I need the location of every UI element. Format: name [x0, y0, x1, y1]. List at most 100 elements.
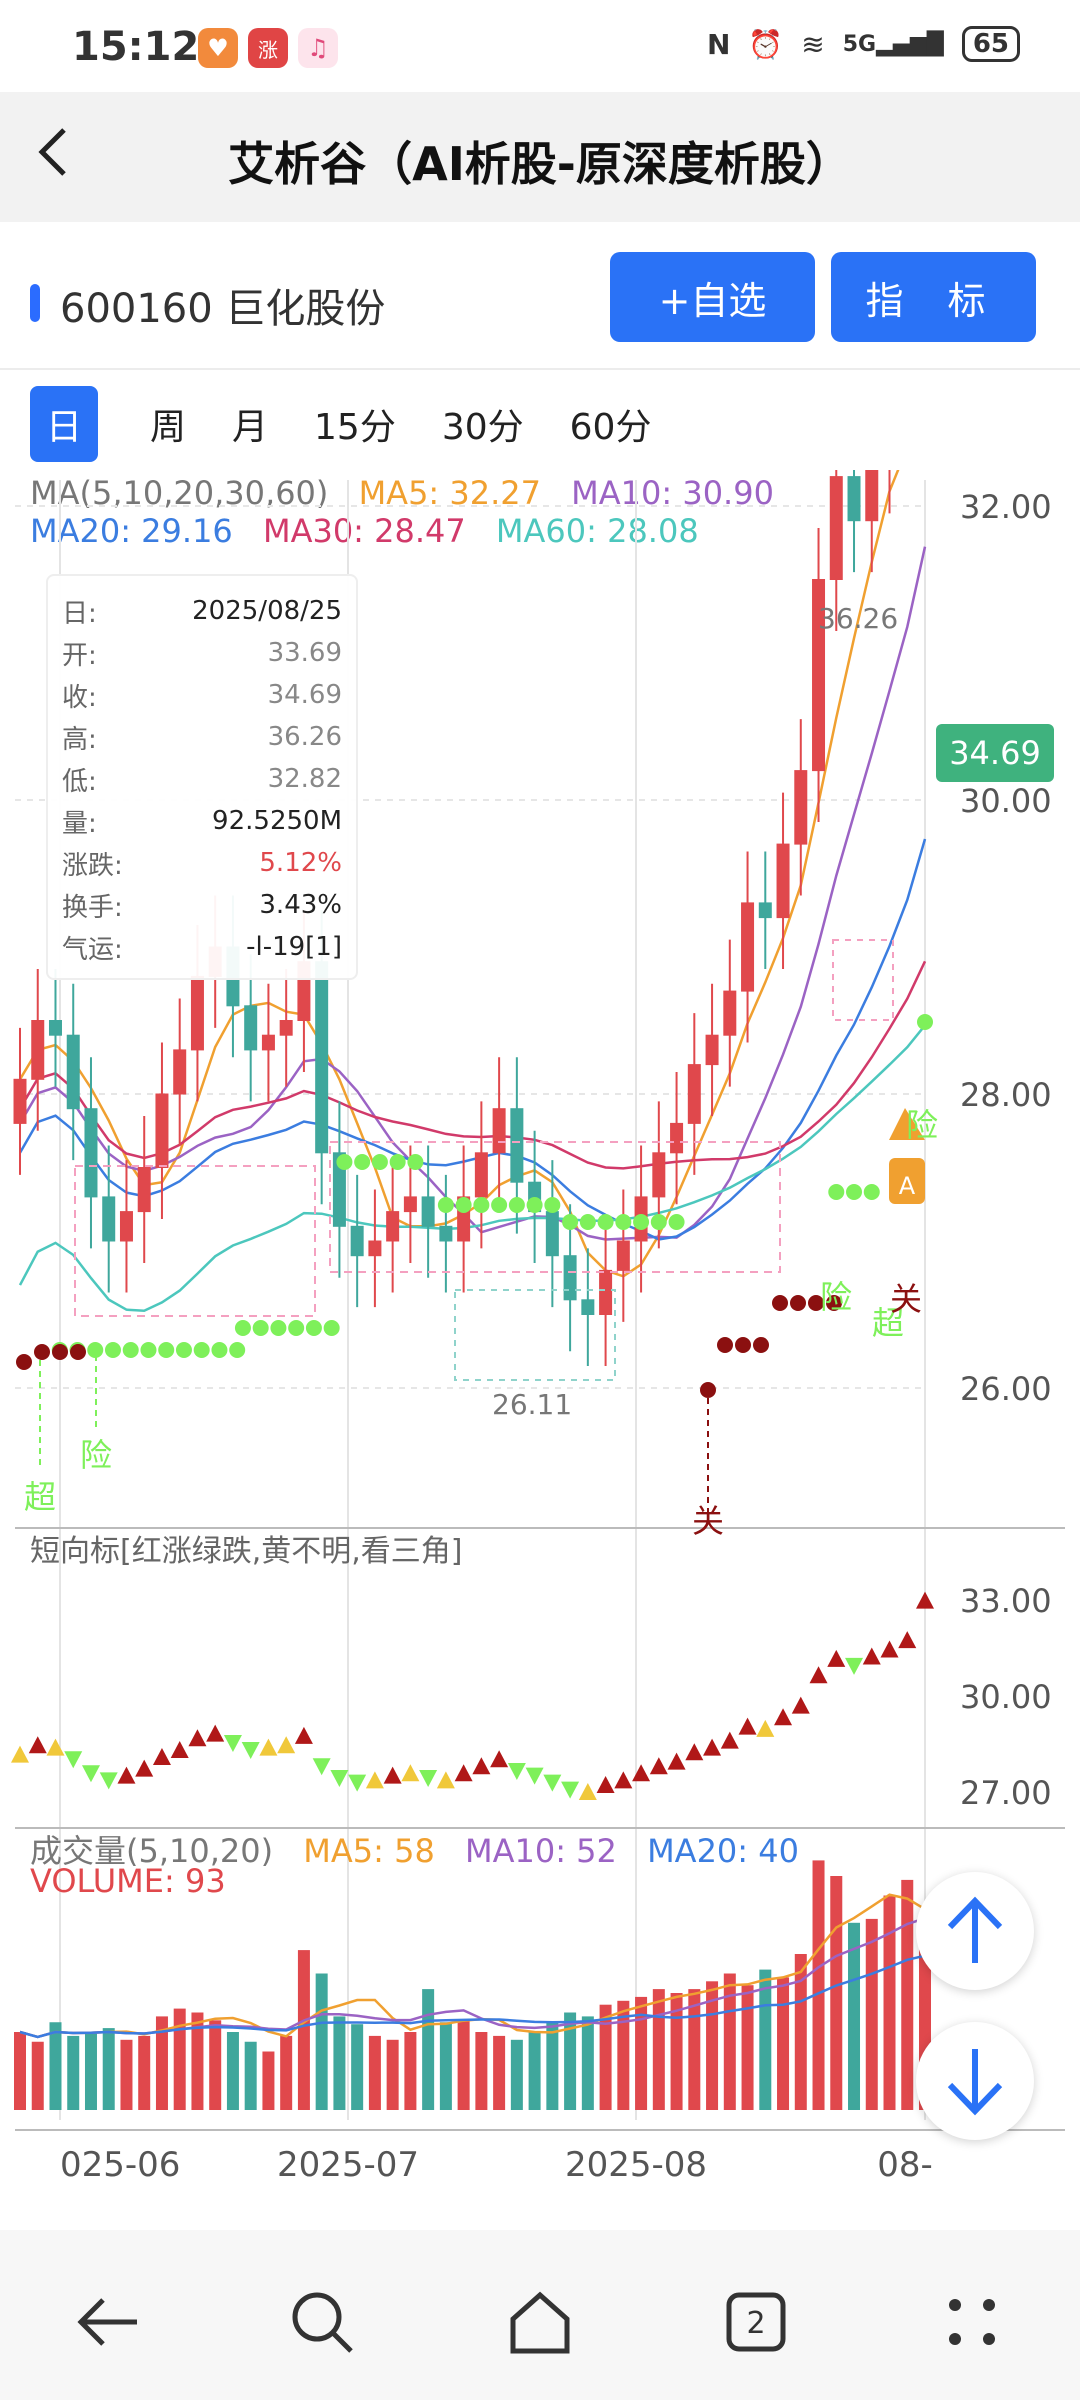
volume-legend-row1: 成交量(5,10,20) MA5: 58 MA10: 52 MA20: 40: [30, 1826, 819, 1872]
tooltip-high: 36.26: [267, 722, 342, 752]
tooltip-change: 5.12%: [259, 848, 342, 878]
short-indicator-triangle: [578, 1783, 597, 1800]
signal-dot-dark: [826, 1295, 842, 1311]
volume-bar: [138, 2035, 151, 2110]
tooltip-high-key: 高:: [62, 724, 97, 755]
volume-bars: [14, 1860, 931, 2110]
low-price-label: 26.11: [492, 1388, 572, 1421]
signal-dot: [544, 1197, 561, 1213]
volume-bar: [244, 2041, 257, 2110]
short-indicator-triangle: [81, 1765, 100, 1783]
a-marker-box: [889, 1158, 925, 1204]
tooltip-low-key: 低:: [62, 766, 97, 797]
tooltip-turnover: 3.43%: [259, 890, 342, 920]
volume-bar: [439, 2022, 452, 2110]
volume-bar: [262, 2051, 275, 2110]
signal-dot: [234, 1320, 251, 1336]
volume-bar: [209, 2020, 222, 2110]
signal-label: 关: [692, 1502, 724, 1540]
add-watchlist-button[interactable]: +自选: [610, 252, 815, 342]
ma60-line: [18, 1024, 926, 1312]
candle-body: [31, 1020, 45, 1080]
price-tick-label: 32.00: [960, 488, 1052, 526]
ma5-line: [18, 470, 900, 1278]
candle-body: [829, 476, 843, 581]
candle-body: [865, 470, 879, 522]
short-indicator-triangle: [223, 1734, 242, 1752]
volume-bar: [333, 2016, 346, 2110]
chart-labels: 36.0034.0032.0030.0028.0026.0034.6936.26…: [24, 488, 1054, 2185]
signal-label: 超: [872, 1304, 904, 1342]
status-bar: 15:12 ♥ 涨 ♫ N ⏰ ≋ 5G▂▄▆█ 65: [0, 0, 1080, 92]
tabs-icon[interactable]: 2: [716, 2282, 796, 2362]
candle-body: [492, 1108, 506, 1154]
status-app-icons: ♥ 涨 ♫: [198, 28, 338, 68]
more-icon[interactable]: [932, 2282, 1012, 2362]
candle-body: [368, 1240, 382, 1257]
short-indicator: [11, 1591, 934, 1800]
tab-30min[interactable]: 30分: [441, 407, 524, 448]
range-box: [832, 939, 894, 1021]
current-price-label: 34.69: [949, 734, 1041, 772]
signal-dot: [288, 1320, 305, 1336]
short-indicator-triangle: [774, 1708, 793, 1726]
volume-bar: [49, 2022, 62, 2110]
short-indicator-triangle: [330, 1769, 349, 1787]
tab-60min[interactable]: 60分: [569, 407, 652, 448]
signal-dot: [407, 1154, 424, 1170]
tab-15min[interactable]: 15分: [314, 407, 396, 448]
scroll-up-button[interactable]: [916, 1872, 1034, 1990]
candle-body: [261, 1034, 275, 1051]
short-indicator-triangle: [135, 1759, 154, 1777]
tab-month[interactable]: 月: [232, 407, 269, 448]
back-icon[interactable]: [34, 122, 74, 198]
x-tick-label: 2025-07: [277, 2145, 419, 2185]
signal-dot: [389, 1154, 406, 1170]
stock-chart[interactable]: 36.0034.0032.0030.0028.0026.0034.6936.26…: [0, 470, 1080, 2190]
short-indicator-triangle: [419, 1769, 438, 1787]
arrow-down-icon: [947, 2049, 1003, 2116]
range-box: [74, 1165, 316, 1317]
short-indicator-triangle: [277, 1736, 296, 1754]
short-indicator-triangle: [703, 1738, 722, 1756]
ohlc-tooltip: 日: 2025/08/25 开: 33.69 收: 34.69 高: 36.26 低: 3…: [46, 574, 358, 980]
home-icon[interactable]: [500, 2282, 580, 2362]
vol-ma20: MA20: 40: [647, 1832, 799, 1870]
short-tick-label: 30.00: [960, 1678, 1052, 1716]
signal-dot: [508, 1197, 525, 1213]
short-indicator-triangle: [472, 1757, 491, 1775]
short-indicator-triangle: [809, 1666, 828, 1684]
candle-body: [687, 1064, 701, 1124]
candle-body: [279, 1020, 293, 1036]
signal-label: 险: [820, 1278, 852, 1316]
volume-bar: [14, 2032, 26, 2110]
short-indicator-triangle: [632, 1764, 651, 1782]
tooltip-volume: 92.5250M: [212, 806, 342, 836]
candle-body: [758, 902, 772, 919]
short-indicator-triangle: [365, 1771, 384, 1789]
wifi-icon: ≋: [801, 27, 825, 61]
signal-dot-dark: [790, 1295, 806, 1311]
signal-label: 险: [906, 1106, 938, 1144]
stock-header: 600160 巨化股份 +自选 指 标: [0, 222, 1080, 370]
volume-bar: [297, 1950, 310, 2110]
signal-dot: [828, 1184, 845, 1200]
signal-dot-dark: [34, 1344, 50, 1360]
nav-back-icon[interactable]: [68, 2282, 148, 2362]
short-indicator-triangle: [667, 1752, 686, 1770]
search-icon[interactable]: [282, 2282, 362, 2362]
price-tick-label: 28.00: [960, 1076, 1052, 1114]
scroll-down-button[interactable]: [916, 2022, 1034, 2140]
short-indicator-triangle: [28, 1736, 47, 1754]
ma20-line: [18, 838, 927, 1241]
candle-body: [102, 1196, 116, 1242]
tab-day[interactable]: 日: [30, 386, 98, 462]
volume-bar: [457, 2020, 470, 2110]
tab-week[interactable]: 周: [150, 407, 187, 448]
candle-body: [723, 990, 737, 1036]
short-indicator-triangle: [312, 1758, 331, 1776]
vol-ma10: MA10: 52: [465, 1832, 617, 1870]
indicator-button[interactable]: 指 标: [831, 252, 1036, 342]
volume-bar: [635, 1996, 648, 2110]
current-price-badge: [936, 724, 1054, 782]
